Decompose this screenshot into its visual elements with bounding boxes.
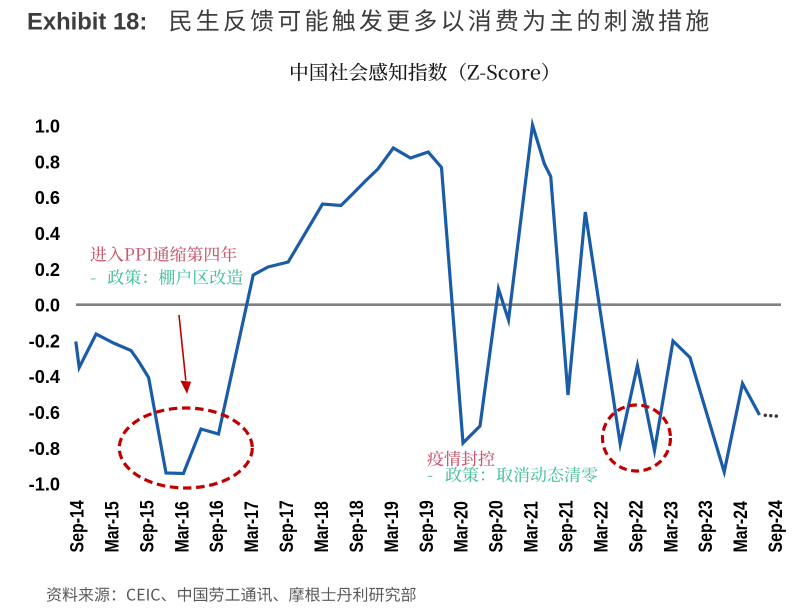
svg-text:Sep-23: Sep-23: [695, 500, 717, 553]
svg-text:Sep-17: Sep-17: [276, 500, 298, 552]
svg-text:Mar-15: Mar-15: [101, 501, 123, 553]
svg-text:Sep-20: Sep-20: [485, 500, 507, 553]
svg-text:Mar-17: Mar-17: [241, 501, 263, 552]
svg-text:Sep-14: Sep-14: [66, 500, 88, 553]
svg-text:Mar-19: Mar-19: [381, 501, 403, 553]
svg-text:-0.6: -0.6: [29, 403, 60, 423]
svg-text:0.0: 0.0: [35, 296, 60, 316]
svg-text:-0.8: -0.8: [29, 439, 60, 459]
svg-text:Mar-16: Mar-16: [171, 501, 193, 553]
svg-text:Sep-21: Sep-21: [555, 500, 577, 553]
svg-text:Sep-16: Sep-16: [206, 500, 228, 553]
svg-text:-0.4: -0.4: [29, 367, 61, 387]
svg-text:Sep-19: Sep-19: [415, 500, 437, 553]
svg-text:Mar-24: Mar-24: [730, 501, 752, 553]
svg-text:0.6: 0.6: [35, 188, 60, 208]
svg-text:0.4: 0.4: [35, 224, 61, 244]
svg-text:0.2: 0.2: [35, 260, 60, 280]
svg-text:Exhibit 18:: Exhibit 18:: [27, 9, 147, 36]
svg-text:Mar-22: Mar-22: [590, 501, 612, 553]
svg-text:-1.0: -1.0: [29, 475, 60, 495]
svg-text:Sep-22: Sep-22: [625, 500, 647, 553]
svg-text:Sep-15: Sep-15: [136, 500, 158, 553]
svg-text:Mar-20: Mar-20: [450, 501, 472, 553]
svg-text:Mar-23: Mar-23: [660, 501, 682, 553]
svg-text:Sep-18: Sep-18: [346, 500, 368, 553]
svg-text:-0.2: -0.2: [29, 331, 60, 351]
svg-text:1.0: 1.0: [35, 117, 60, 137]
svg-text:Mar-18: Mar-18: [311, 501, 333, 553]
svg-text:Sep-24: Sep-24: [765, 500, 787, 553]
svg-text:Mar-21: Mar-21: [520, 501, 542, 553]
svg-text:0.8: 0.8: [35, 152, 60, 172]
